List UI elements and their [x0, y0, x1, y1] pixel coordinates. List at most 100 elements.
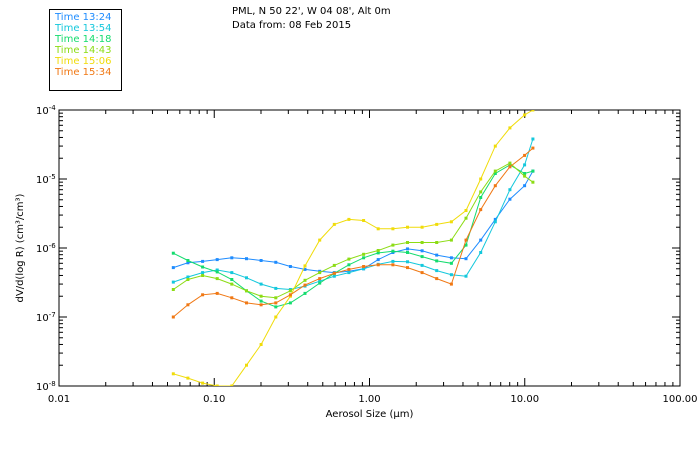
data-point: [245, 257, 248, 261]
data-point: [362, 267, 366, 271]
data-point: [420, 249, 424, 253]
data-point: [435, 241, 439, 244]
data-point: [274, 315, 278, 319]
data-point: [274, 305, 278, 309]
data-point: [479, 208, 483, 212]
data-point: [449, 238, 453, 242]
data-point: [508, 197, 512, 201]
data-point: [493, 184, 497, 188]
data-point: [420, 225, 424, 229]
y-tick-label: 10-7: [36, 311, 56, 324]
data-point: [201, 381, 205, 385]
data-point: [201, 259, 205, 263]
data-point: [332, 271, 336, 275]
data-point: [420, 241, 424, 244]
data-point: [201, 293, 205, 297]
data-point: [318, 271, 322, 275]
series-group: [171, 110, 535, 386]
data-point: [274, 286, 278, 290]
data-point: [215, 384, 219, 386]
data-point: [230, 296, 234, 300]
data-point: [332, 274, 336, 278]
data-point: [201, 274, 205, 277]
legend: Time 13:24 Time 13:54 Time 14:18 Time 14:43…: [49, 9, 122, 91]
data-point: [376, 251, 380, 255]
data-point: [523, 184, 527, 188]
data-point: [230, 282, 234, 286]
data-point: [274, 301, 278, 305]
data-point: [493, 217, 497, 221]
data-point: [274, 296, 278, 300]
legend-entry: Time 13:54: [55, 23, 112, 34]
data-point: [186, 303, 190, 307]
data-point: [464, 257, 468, 261]
data-point: [259, 294, 263, 298]
data-point: [391, 249, 395, 253]
data-point: [245, 363, 248, 367]
data-point: [464, 216, 468, 220]
data-point: [493, 169, 497, 173]
data-point: [171, 315, 175, 319]
data-point: [493, 144, 497, 148]
series-line: [173, 170, 534, 274]
x-tick-label: 0.01: [48, 394, 70, 405]
data-point: [201, 271, 205, 275]
data-point: [391, 259, 395, 263]
data-point: [230, 384, 234, 386]
data-point: [508, 163, 512, 167]
data-point: [171, 251, 175, 255]
series-line: [173, 164, 534, 308]
data-point: [376, 249, 380, 252]
legend-entry: Time 14:43: [55, 45, 112, 56]
data-point: [318, 279, 322, 283]
x-tick-label: 0.10: [203, 394, 225, 405]
data-point: [449, 282, 453, 286]
data-point: [303, 267, 307, 271]
data-point: [391, 243, 395, 247]
x-tick-label: 100.00: [663, 394, 698, 405]
data-point: [508, 165, 512, 169]
data-point: [406, 251, 409, 254]
data-point: [288, 293, 292, 297]
data-point: [230, 256, 234, 260]
data-point: [420, 271, 424, 275]
data-point: [230, 278, 234, 281]
data-point: [523, 113, 527, 117]
y-tick-label: 10-5: [36, 173, 56, 186]
data-point: [435, 259, 439, 263]
data-point: [274, 260, 278, 264]
data-point: [186, 278, 190, 281]
plot-frame: [58, 109, 681, 387]
data-point: [406, 241, 409, 244]
data-point: [531, 180, 535, 184]
data-point: [362, 256, 366, 260]
data-point: [479, 190, 483, 194]
data-point: [230, 271, 234, 275]
data-point: [303, 278, 307, 282]
data-point: [347, 267, 351, 271]
x-tick-label: 10.00: [510, 394, 539, 405]
data-point: [347, 263, 351, 267]
data-point: [449, 220, 453, 224]
data-point: [171, 280, 175, 284]
data-point: [406, 266, 409, 270]
data-point: [420, 255, 424, 259]
data-point: [406, 225, 409, 229]
data-point: [332, 263, 336, 267]
y-tick-label: 10-8: [36, 380, 56, 393]
data-point: [464, 209, 468, 212]
data-point: [464, 238, 468, 242]
data-point: [215, 291, 219, 295]
data-point: [449, 273, 453, 277]
data-point: [406, 260, 409, 264]
data-point: [171, 266, 175, 270]
data-date: Data from: 08 Feb 2015: [232, 20, 352, 31]
data-point: [493, 172, 497, 175]
data-point: [303, 264, 307, 268]
data-point: [186, 275, 190, 279]
series-line: [173, 162, 534, 299]
legend-entry: Time 15:34: [55, 67, 112, 78]
data-point: [259, 299, 263, 303]
data-point: [479, 196, 483, 199]
axis-ticks: 0.01 0.10 1.00 10.00 100.00 10-8 10-7 10-6 10-5 1…: [36, 104, 698, 405]
